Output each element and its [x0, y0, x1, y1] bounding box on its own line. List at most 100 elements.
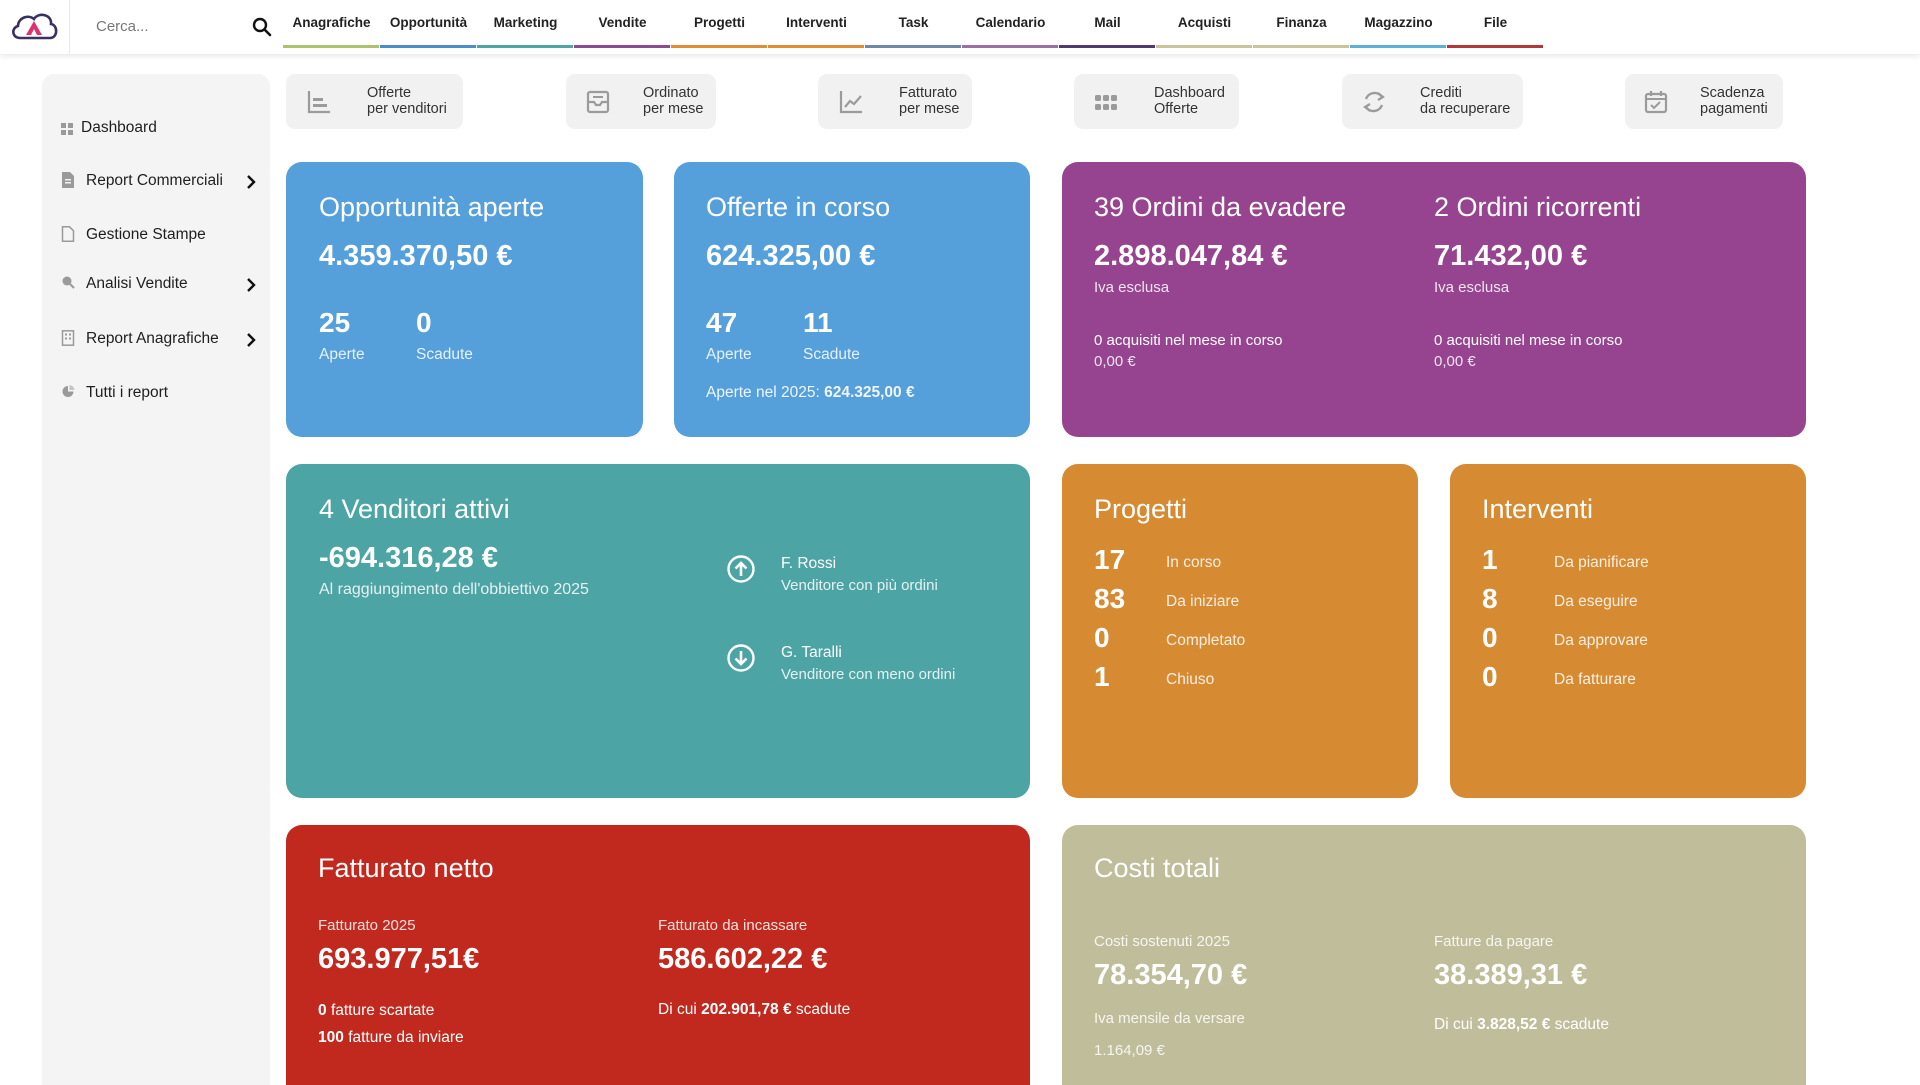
nav-progetti[interactable]: Progetti: [671, 0, 768, 50]
nav-underline: [283, 45, 379, 48]
sidebar: Dashboard Report Commerciali Gestione St…: [42, 74, 270, 1085]
nav-magazzino[interactable]: Magazzino: [1350, 0, 1447, 50]
venditori-card[interactable]: 4 Venditori attivi -694.316,28 € Al ragg…: [286, 464, 1030, 798]
nav-label: Calendario: [975, 15, 1046, 30]
stat-number: 0: [1094, 622, 1110, 653]
nav-task[interactable]: Task: [865, 0, 962, 50]
chevron-right-icon[interactable]: [245, 333, 257, 347]
card-title: 4 Venditori attivi: [319, 494, 510, 524]
stat-number: 0: [1482, 661, 1498, 692]
fatturato-2025-label: Fatturato 2025: [318, 917, 416, 934]
fatture-inviare-label: fatture da inviare: [348, 1029, 464, 1046]
costi-sostenuti-amount: 78.354,70 €: [1094, 959, 1248, 991]
stat-label: In corso: [1166, 554, 1222, 571]
page-icon: [61, 226, 75, 242]
quick-label: Dashboard Offerte: [1154, 85, 1225, 117]
nav-underline: [962, 45, 1058, 48]
quick-label-line2: per mese: [899, 101, 960, 117]
dicui-suffix: scadute: [1554, 1016, 1609, 1033]
sidebar-item-report-anagrafiche[interactable]: Report Anagrafiche: [42, 325, 270, 355]
quick-fatturato-mese-button[interactable]: Fatturato per mese: [818, 74, 972, 129]
fatture-scartate-count: 0: [318, 1002, 327, 1019]
quick-label-line2: per venditori: [367, 101, 447, 117]
costi-sostenuti-label: Costi sostenuti 2025: [1094, 933, 1230, 950]
costi-scadute: Di cui 3.828,52 € scadute: [1434, 1016, 1609, 1034]
quick-ordinato-mese-button[interactable]: Ordinato per mese: [566, 74, 716, 129]
stat-number: 8: [1482, 583, 1498, 614]
costi-card[interactable]: Costi totali Costi sostenuti 2025 78.354…: [1062, 825, 1806, 1085]
chevron-right-icon[interactable]: [245, 175, 257, 189]
nav-mail[interactable]: Mail: [1059, 0, 1156, 50]
fatturato-incassare-amount: 586.602,22 €: [658, 943, 828, 975]
stat-number: 0: [1482, 622, 1498, 653]
quick-offerte-venditori-button[interactable]: Offerte per venditori: [286, 74, 463, 129]
progetti-card[interactable]: Progetti 17 In corso 83 Da iniziare 0 Co…: [1062, 464, 1418, 798]
fatture-inviare-count: 100: [318, 1029, 344, 1046]
sidebar-item-analisi-vendite[interactable]: Analisi Vendite: [42, 270, 270, 300]
nav-label: Vendite: [598, 15, 647, 30]
nav-calendario[interactable]: Calendario: [962, 0, 1059, 50]
nav-marketing[interactable]: Marketing: [477, 0, 574, 50]
quick-label-line1: Ordinato: [643, 85, 699, 101]
sidebar-item-dashboard[interactable]: Dashboard: [42, 114, 270, 144]
apps-icon: [1093, 89, 1119, 115]
app-logo-icon[interactable]: [8, 6, 60, 46]
sidebar-item-gestione-stampe[interactable]: Gestione Stampe: [42, 221, 270, 251]
fatture-pagare-label: Fatture da pagare: [1434, 933, 1554, 950]
quick-label: Crediti da recuperare: [1420, 85, 1510, 117]
grid-icon: [61, 122, 75, 138]
inbox-icon: [585, 89, 611, 115]
nav-opportunita[interactable]: Opportunità: [380, 0, 477, 50]
nav-vendite[interactable]: Vendite: [574, 0, 671, 50]
nav-underline: [671, 45, 767, 48]
offerte-card[interactable]: Offerte in corso 624.325,00 € 47 Aperte …: [674, 162, 1030, 437]
interventi-card[interactable]: Interventi 1 Da pianificare 8 Da eseguir…: [1450, 464, 1806, 798]
stat-label: Da eseguire: [1554, 593, 1638, 610]
fatture-scartate: 0 fatture scartate: [318, 1002, 434, 1020]
quick-label-line1: Dashboard: [1154, 85, 1225, 101]
nav-label: Acquisti: [1177, 15, 1232, 30]
quick-scadenza-pagamenti-button[interactable]: Scadenza pagamenti: [1625, 74, 1783, 129]
card-title: Offerte in corso: [706, 192, 891, 222]
nav-anagrafiche[interactable]: Anagrafiche: [283, 0, 380, 50]
scadute-label: Scadute: [416, 346, 473, 363]
sidebar-item-report-commerciali[interactable]: Report Commerciali: [42, 167, 270, 197]
fatturato-card[interactable]: Fatturato netto Fatturato 2025 693.977,5…: [286, 825, 1030, 1085]
document-icon: [61, 172, 75, 188]
arrow-down-circle-icon: [726, 643, 756, 673]
nav-underline: [574, 45, 670, 48]
quick-dashboard-offerte-button[interactable]: Dashboard Offerte: [1074, 74, 1239, 129]
nav-label: Finanza: [1276, 15, 1327, 30]
ordini-card[interactable]: 39 Ordini da evadere 2.898.047,84 € Iva …: [1062, 162, 1806, 437]
ordini-evadere-acquisiti: 0 acquisiti nel mese in corso: [1094, 332, 1283, 349]
nav-file[interactable]: File: [1447, 0, 1544, 50]
nav-acquisti[interactable]: Acquisti: [1156, 0, 1253, 50]
stat-label: Da pianificare: [1554, 554, 1649, 571]
search-icon[interactable]: [252, 17, 272, 37]
ordini-evadere-amount: 2.898.047,84 €: [1094, 240, 1288, 272]
nav-finanza[interactable]: Finanza: [1253, 0, 1350, 50]
nav-interventi[interactable]: Interventi: [768, 0, 865, 50]
sidebar-item-tutti-i-report[interactable]: Tutti i report: [42, 379, 270, 409]
aperte-label: Aperte: [706, 346, 752, 363]
dicui-suffix: scadute: [795, 1001, 851, 1018]
nav-underline: [1253, 45, 1349, 48]
top-bar: Cerca... Anagrafiche Opportunità Marketi…: [0, 0, 1920, 54]
stat-number: 17: [1094, 544, 1126, 575]
nav-underline: [1447, 45, 1543, 48]
sidebar-item-label: Report Anagrafiche: [86, 330, 219, 347]
scadute-count: 11: [803, 307, 833, 338]
quick-label: Fatturato per mese: [899, 85, 959, 117]
opportunita-card[interactable]: Opportunità aperte 4.359.370,50 € 25 Ape…: [286, 162, 643, 437]
chevron-right-icon[interactable]: [245, 278, 257, 292]
card-title: Fatturato netto: [318, 853, 494, 883]
year-summary: Aperte nel 2025: 624.325,00 €: [706, 384, 915, 402]
card-amount: 4.359.370,50 €: [319, 240, 513, 272]
sidebar-item-label: Dashboard: [81, 119, 157, 136]
search-input[interactable]: Cerca...: [96, 18, 149, 35]
quick-label-line1: Offerte: [367, 85, 412, 101]
scadute-count: 0: [416, 307, 432, 338]
bar-chart-icon: [306, 89, 332, 115]
quick-crediti-recuperare-button[interactable]: Crediti da recuperare: [1342, 74, 1523, 129]
nav-label: Marketing: [493, 15, 558, 30]
